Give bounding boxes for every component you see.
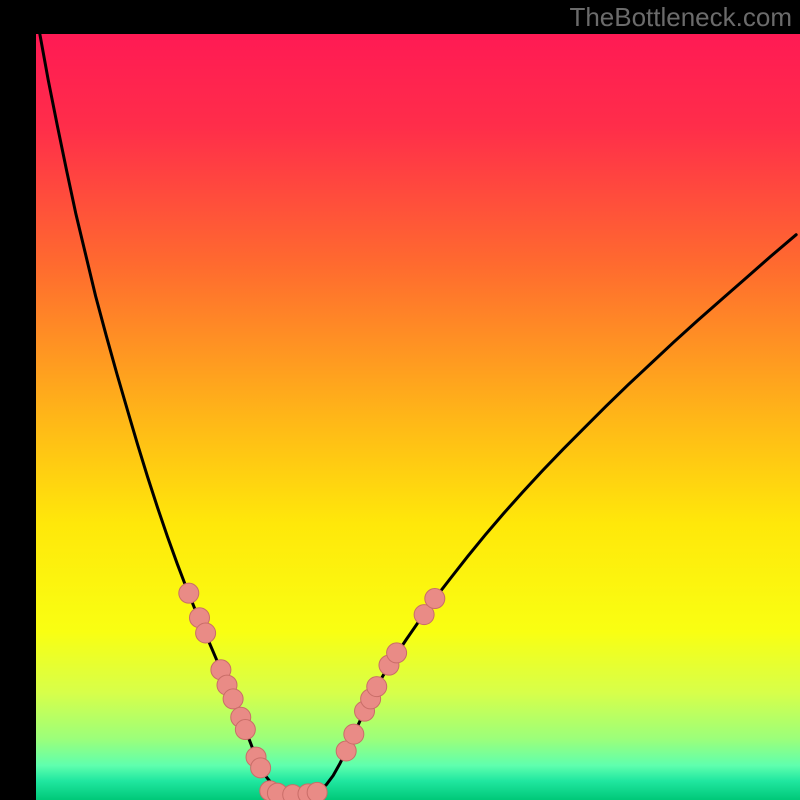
- data-marker: [425, 589, 445, 609]
- data-marker: [179, 583, 199, 603]
- watermark-text: TheBottleneck.com: [569, 2, 792, 33]
- data-marker: [235, 720, 255, 740]
- data-marker: [344, 724, 364, 744]
- bottleneck-curve: [40, 34, 796, 795]
- data-marker: [223, 689, 243, 709]
- data-marker: [367, 677, 387, 697]
- data-marker: [387, 643, 407, 663]
- data-marker: [307, 782, 327, 800]
- data-marker: [251, 758, 271, 778]
- curve-overlay: [36, 34, 800, 800]
- chart-stage: TheBottleneck.com: [0, 0, 800, 800]
- data-marker: [196, 623, 216, 643]
- plot-area: [36, 34, 800, 800]
